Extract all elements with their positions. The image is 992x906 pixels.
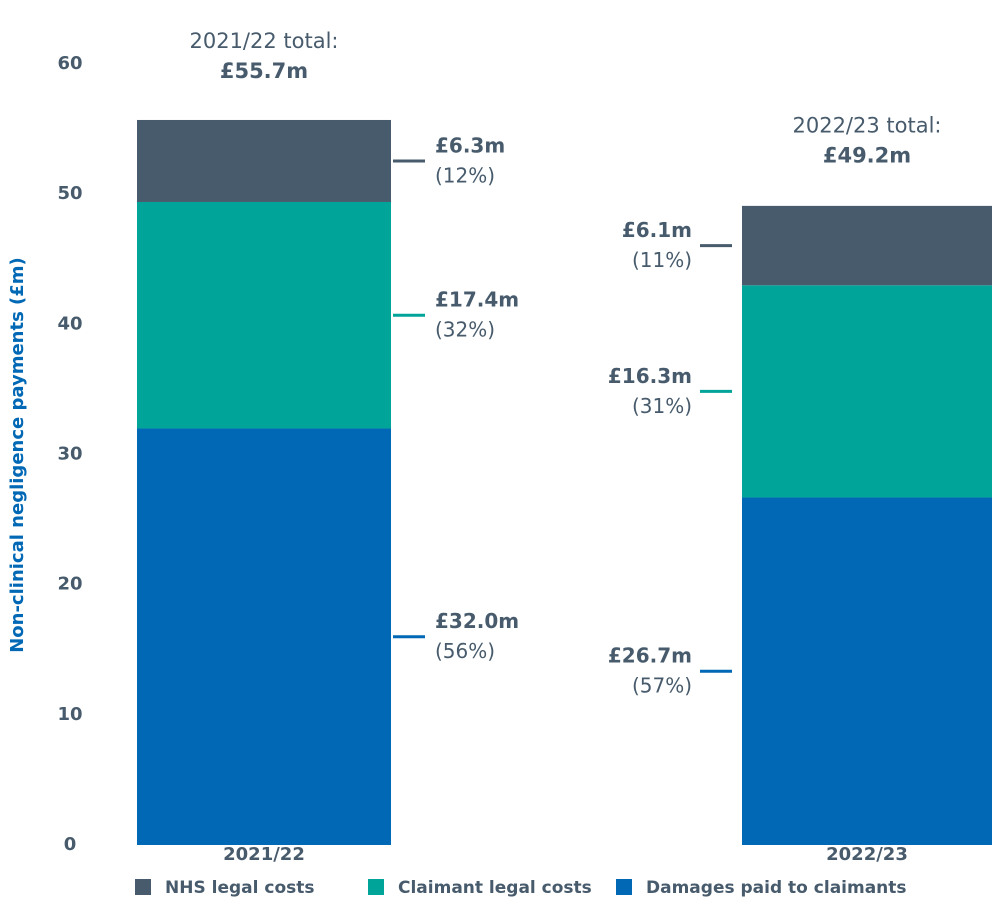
y-tick-label: 60 [57, 53, 82, 74]
data-label: £17.4m [435, 288, 519, 312]
share-label: (12%) [435, 163, 495, 187]
y-tick-label: 50 [57, 183, 82, 204]
total-label: £55.7m [220, 59, 308, 83]
legend-label: NHS legal costs [165, 878, 314, 898]
y-tick-label: 10 [57, 704, 82, 725]
share-label: (31%) [632, 394, 692, 418]
bar-segment [137, 201, 391, 429]
x-tick-label: 2022/23 [826, 844, 908, 865]
y-tick-label: 0 [64, 834, 77, 855]
share-label: (32%) [435, 318, 495, 342]
share-label: (56%) [435, 639, 495, 663]
legend-swatch [616, 879, 632, 895]
y-axis-title: Non-clinical negligence payments (£m) [7, 257, 28, 653]
x-tick-label: 2021/22 [223, 844, 305, 865]
share-label: (57%) [632, 674, 692, 698]
y-tick-label: 40 [57, 313, 82, 334]
bar-segment [137, 428, 391, 845]
share-label: (11%) [632, 248, 692, 272]
legend-swatch [368, 879, 384, 895]
data-label: £6.1m [622, 218, 692, 242]
data-label: £16.3m [608, 364, 692, 388]
total-title: 2021/22 total: [189, 29, 338, 53]
legend-label: Claimant legal costs [398, 878, 592, 898]
y-tick-label: 30 [57, 444, 82, 465]
data-label: £6.3m [435, 133, 505, 157]
total-title: 2022/23 total: [792, 114, 941, 138]
y-tick-label: 20 [57, 574, 82, 595]
total-label: £49.2m [823, 144, 911, 168]
data-label: £32.0m [435, 609, 519, 633]
data-label: £26.7m [608, 644, 692, 668]
legend-swatch [135, 879, 151, 895]
bar-segment [742, 497, 992, 845]
bar-segment [137, 119, 391, 202]
bar-segment [742, 205, 992, 286]
legend-label: Damages paid to claimants [646, 878, 907, 898]
bar-segment [742, 285, 992, 498]
